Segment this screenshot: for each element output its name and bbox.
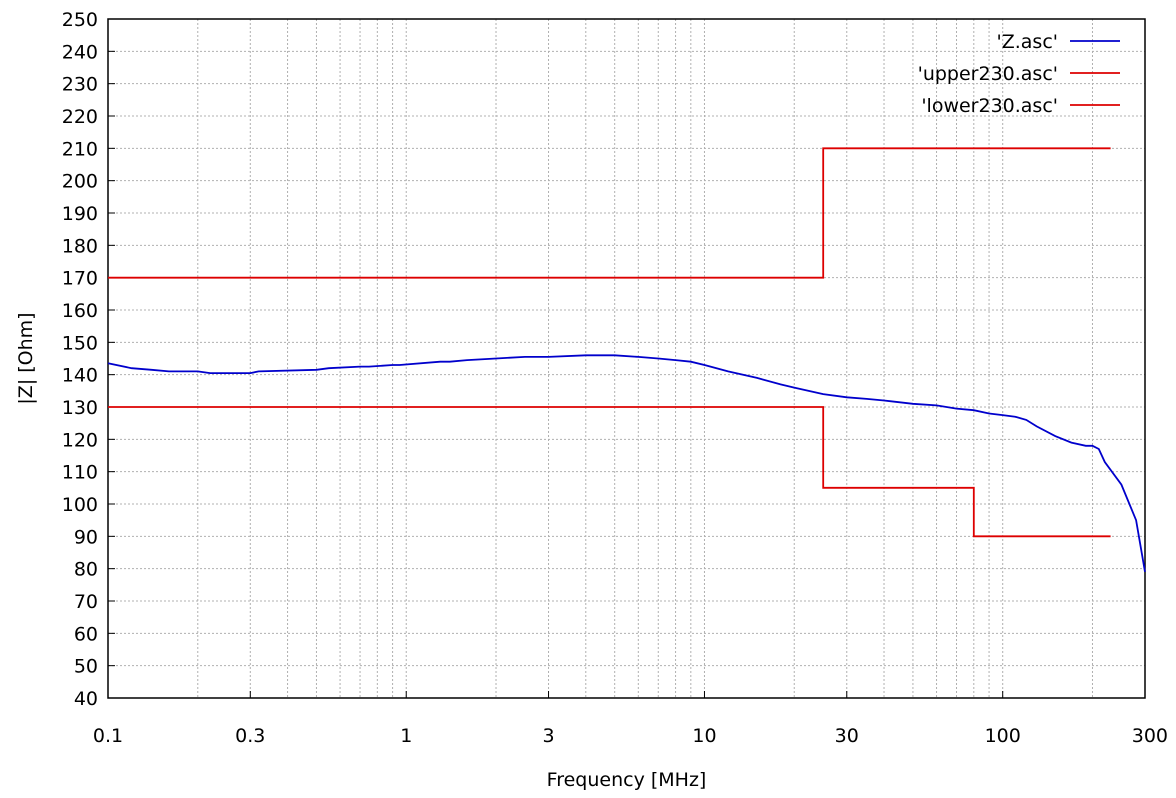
grid [108,19,1145,698]
y-tick-label: 120 [62,429,98,451]
x-tick-label: 0.1 [93,725,123,747]
y-axis-label: |Z| [Ohm] [15,312,37,404]
series-layer [107,147,1146,573]
y-tick-label: 130 [62,397,98,419]
x-tick-label: 3 [542,725,554,747]
y-tick-label: 220 [62,106,98,128]
x-tick-label: 100 [985,725,1021,747]
legend-label-2: 'lower230.asc' [921,95,1058,117]
y-tick-label: 60 [74,623,98,645]
y-tick-label: 180 [62,235,98,257]
y-tick-label: 210 [62,138,98,160]
plot-frame [107,18,1146,699]
y-tick-label: 190 [62,203,98,225]
y-tick-label: 90 [74,526,98,548]
y-tick-label: 140 [62,365,98,387]
y-tick-label: 240 [62,41,98,63]
x-tick-label: 1 [400,725,412,747]
series-line-0 [107,354,1146,573]
y-tick-label: 150 [62,332,98,354]
y-tick-label: 200 [62,171,98,193]
x-axis-label: Frequency [MHz] [547,769,707,791]
y-tick-label: 230 [62,74,98,96]
x-tick-label: 0.3 [235,725,265,747]
y-tick-label: 110 [62,462,98,484]
x-tick-label: 300 [1132,725,1168,747]
y-tick-label: 250 [62,9,98,31]
x-tick-label: 30 [835,725,859,747]
axis-ticks: 4050607080901001101201301401501601701801… [62,9,1168,747]
y-tick-label: 100 [62,494,98,516]
series-line-2 [108,406,1111,538]
y-tick-label: 160 [62,300,98,322]
y-tick-label: 40 [74,688,98,710]
legend: 'Z.asc' 'upper230.asc' 'lower230.asc' [918,31,1120,117]
legend-label-1: 'upper230.asc' [918,63,1058,85]
legend-label-0: 'Z.asc' [997,31,1059,53]
y-tick-label: 80 [74,559,98,581]
y-tick-label: 50 [74,656,98,678]
series-line-1 [108,147,1111,279]
y-tick-label: 170 [62,268,98,290]
x-tick-label: 10 [692,725,716,747]
y-tick-label: 70 [74,591,98,613]
